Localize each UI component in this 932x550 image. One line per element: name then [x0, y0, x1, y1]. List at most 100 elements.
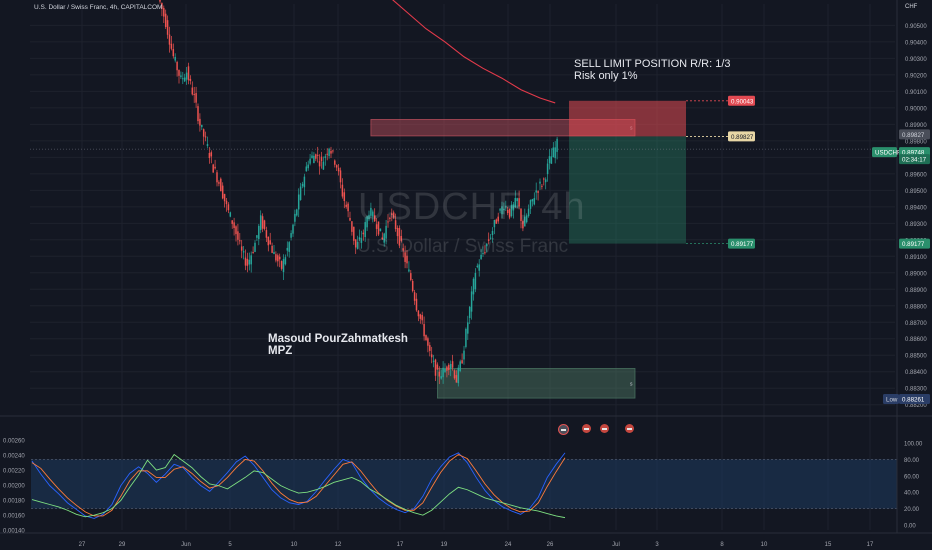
candle-body [383, 233, 385, 243]
candle-body [277, 255, 279, 262]
prev-high-tag-bg [899, 129, 930, 140]
candle-body [432, 360, 435, 362]
indicator-pane: 100.00 80.00 60.00 40.00 20.00 0.00 0.00260 0.0… [3, 439, 923, 535]
ind-y-tick: 60.00 [904, 474, 920, 480]
candle-body [345, 204, 347, 207]
candle-body [467, 322, 469, 334]
candle-body [501, 206, 503, 215]
event-flag-icon[interactable] [600, 424, 609, 433]
candle-body [531, 199, 534, 202]
entry-price-tag: 0.89827 [731, 134, 754, 141]
candle-body [256, 235, 258, 238]
candle-body [199, 118, 201, 126]
candle-body [204, 136, 207, 138]
candle-body [430, 354, 433, 358]
candle-body [320, 156, 323, 162]
candle-body [541, 185, 543, 187]
indicator-series-line [31, 453, 566, 519]
candle-body [370, 207, 372, 216]
y-tick-label: 0.90500 [905, 24, 927, 30]
candle-body [493, 219, 496, 228]
candle-body [216, 172, 218, 183]
candle-body [514, 197, 517, 208]
candle-body [406, 255, 408, 264]
ind-y-tick: 40.00 [904, 491, 920, 497]
candle-body [417, 310, 420, 317]
candle-body [381, 237, 384, 240]
candle-body [394, 220, 397, 229]
candle-body [478, 264, 480, 271]
candle-body [250, 255, 252, 265]
candle-body [170, 43, 173, 49]
candle-body [182, 78, 184, 80]
candle-body [303, 176, 306, 188]
y-tick-label: 0.89900 [905, 123, 927, 129]
candle-body [193, 94, 195, 96]
y-tick-label: 0.88800 [905, 304, 927, 310]
candle-body [354, 239, 357, 248]
candle-body [334, 160, 336, 165]
candle-body [552, 147, 555, 157]
candle-body [516, 198, 518, 202]
candle-body [499, 208, 501, 211]
y-tick-label: 0.90100 [905, 90, 927, 96]
candle-body [358, 237, 361, 239]
candle-body [221, 185, 224, 199]
event-flag-icon[interactable] [625, 424, 634, 433]
candle-body [362, 232, 365, 235]
candle-body [421, 315, 423, 321]
symbol-tag: USDCHF [875, 150, 901, 157]
candle-body [261, 216, 264, 229]
candle-body [455, 375, 458, 383]
position-layer [30, 100, 897, 244]
candle-body [164, 13, 167, 28]
ind-y-tick: 80.00 [904, 458, 920, 464]
candle-body [292, 224, 294, 234]
candle-body [349, 218, 351, 221]
candle-body [206, 144, 209, 147]
countdown-tag-bg [899, 154, 930, 165]
y-tick-label: 0.90200 [905, 73, 927, 79]
x-tick-label: Jul [612, 542, 620, 548]
candle-body [474, 272, 477, 290]
candle-body [174, 56, 176, 61]
candle-body [248, 259, 251, 265]
candle-body [548, 156, 551, 164]
candle-body [448, 364, 450, 371]
watermark-ticker: USDCHF, 4h [358, 186, 586, 228]
zones-layer: ss [370, 119, 636, 399]
candle-body [391, 213, 393, 215]
sell-risk: Risk only 1% [574, 70, 638, 82]
candle-body [508, 208, 511, 218]
stop-price-tag: 0.90043 [731, 98, 754, 105]
candle-body [240, 246, 243, 251]
event-flag-icon[interactable] [582, 424, 591, 433]
candle-body [233, 222, 235, 229]
demand-zone [436, 368, 636, 399]
candle-body [318, 161, 321, 167]
candle-body [544, 179, 547, 183]
candle-body [218, 182, 220, 184]
candle-body [404, 252, 406, 262]
sell-title: SELL LIMIT POSITION R/R: 1/3 [574, 58, 731, 70]
moving-average-line [392, 0, 556, 104]
candle-body [254, 242, 256, 252]
ind-left-tick: 0.00140 [3, 529, 25, 535]
event-lightning-icon[interactable] [558, 424, 569, 435]
indicator-series-line [31, 452, 566, 519]
candle-body [440, 376, 442, 379]
candle-body [294, 213, 296, 222]
candle-body [425, 335, 427, 341]
candle-body [166, 20, 169, 35]
y-tick-label: 0.88400 [905, 370, 927, 376]
x-tick-label: 15 [825, 542, 832, 548]
candle-body [330, 150, 332, 154]
candle-body [535, 190, 537, 193]
target-axis-tag: 0.89177 [902, 241, 925, 248]
x-tick-label: 5 [228, 542, 232, 548]
candle-body [280, 261, 283, 269]
candle-body [364, 222, 366, 238]
candle-body [214, 166, 216, 169]
x-tick-label: 26 [547, 542, 554, 548]
